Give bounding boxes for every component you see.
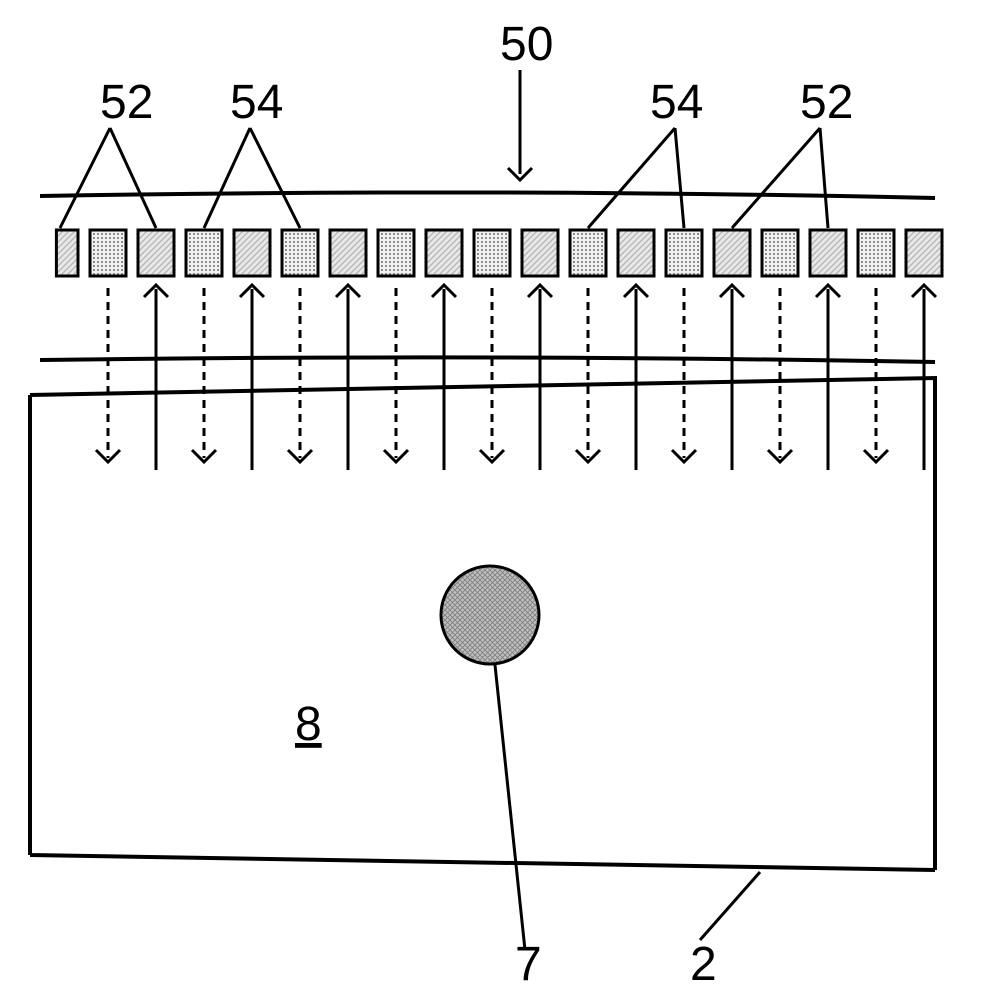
label-50: 50 xyxy=(500,18,553,71)
element-52 xyxy=(906,230,942,276)
element-54 xyxy=(666,230,702,276)
element-52 xyxy=(522,230,558,276)
label-leader xyxy=(675,128,684,228)
label-leader xyxy=(588,128,675,228)
element-52 xyxy=(56,230,78,276)
element-52 xyxy=(714,230,750,276)
element-52 xyxy=(138,230,174,276)
element-54 xyxy=(474,230,510,276)
element-54 xyxy=(858,230,894,276)
diagram-canvas: 50 52 54 54 52 7 2 8 xyxy=(0,0,987,1000)
element-54 xyxy=(570,230,606,276)
element-52 xyxy=(234,230,270,276)
element-54 xyxy=(762,230,798,276)
element-52 xyxy=(618,230,654,276)
transducer-top-line xyxy=(40,192,935,198)
element-54 xyxy=(282,230,318,276)
element-54 xyxy=(186,230,222,276)
element-52 xyxy=(810,230,846,276)
label-leader xyxy=(60,128,110,228)
label-leader xyxy=(110,128,156,228)
label-52-right: 52 xyxy=(800,76,853,129)
transducer-bottom-line xyxy=(40,357,935,362)
label-leader xyxy=(820,128,828,228)
label-7: 7 xyxy=(515,938,542,991)
leader-2 xyxy=(700,872,760,940)
label-54-right: 54 xyxy=(650,76,703,129)
label-8: 8 xyxy=(295,698,322,751)
element-54 xyxy=(90,230,126,276)
target-circle xyxy=(441,566,539,664)
label-52-left: 52 xyxy=(100,76,153,129)
label-leader xyxy=(732,128,820,228)
label-2: 2 xyxy=(690,938,717,991)
label-leader xyxy=(204,128,250,228)
label-54-left: 54 xyxy=(230,76,283,129)
element-52 xyxy=(426,230,462,276)
label-leader xyxy=(250,128,300,228)
element-54 xyxy=(378,230,414,276)
leader-7 xyxy=(495,665,525,950)
element-52 xyxy=(330,230,366,276)
